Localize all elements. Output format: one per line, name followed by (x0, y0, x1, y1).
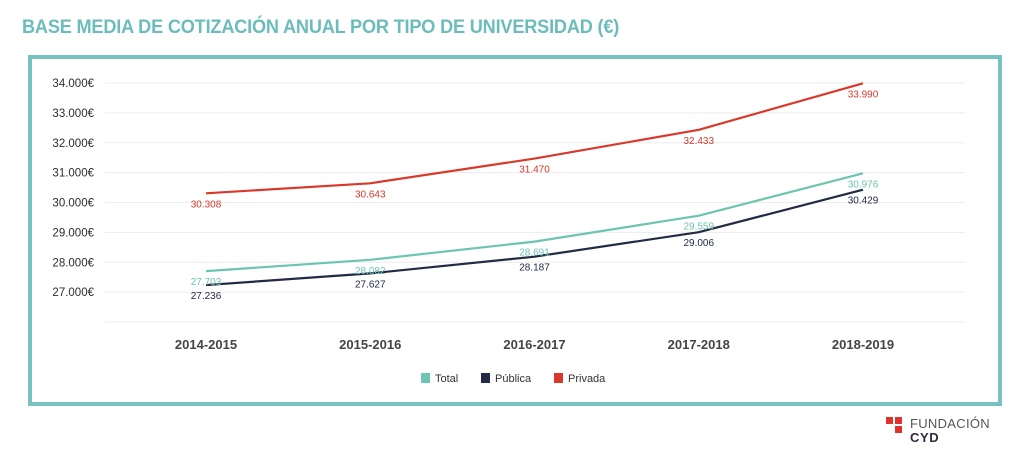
page-title: BASE MEDIA DE COTIZACIÓN ANUAL POR TIPO … (22, 16, 620, 38)
y-tick-label: 32.000€ (52, 138, 94, 150)
data-label: 30.429 (848, 196, 879, 207)
series-lines (205, 82, 864, 287)
y-tick-label: 27.000€ (52, 287, 94, 299)
legend-swatch-privada (554, 373, 563, 383)
y-tick-label: 29.000€ (52, 227, 94, 239)
series-line-total (205, 172, 864, 273)
x-axis-ticks: 2014-2015 2015-2016 2016-2017 2017-2018 2018… (175, 337, 894, 352)
legend-label: Privada (568, 373, 606, 385)
data-label: 32.433 (683, 136, 714, 147)
legend-swatch-pública (481, 373, 490, 383)
x-tick-label: 2017-2018 (668, 337, 730, 352)
legend: Total Pública Privada (421, 373, 606, 385)
legend-label: Total (435, 373, 458, 385)
logo-text-fundacion: FUNDACIÓN (910, 416, 990, 431)
data-label: 33.990 (848, 89, 879, 100)
data-label: 30.308 (191, 199, 222, 210)
data-label: 28.691 (519, 248, 550, 259)
data-label: 28.187 (519, 263, 550, 274)
data-label: 28.082 (355, 266, 386, 277)
data-label: 27.703 (191, 277, 222, 288)
x-tick-label: 2014-2015 (175, 337, 237, 352)
y-tick-label: 31.000€ (52, 168, 94, 180)
y-axis-ticks: 27.000€ 28.000€ 29.000€ 30.000€ 31.000€ 32.00… (52, 78, 94, 299)
data-label: 27.236 (191, 291, 222, 302)
chart-frame (28, 55, 1002, 406)
x-tick-label: 2018-2019 (832, 337, 894, 352)
data-label: 30.643 (355, 189, 386, 200)
x-tick-label: 2016-2017 (503, 337, 565, 352)
x-tick-label: 2015-2016 (339, 337, 401, 352)
data-label: 29.006 (683, 238, 714, 249)
y-tick-label: 33.000€ (52, 108, 94, 120)
y-tick-label: 34.000€ (52, 78, 94, 90)
y-tick-label: 28.000€ (52, 257, 94, 269)
gridlines (105, 82, 965, 323)
legend-label: Pública (495, 373, 532, 385)
series-line-privada (205, 82, 864, 195)
data-label: 31.470 (519, 165, 550, 176)
data-labels: 27.703 28.082 28.691 29.559 30.976 27.236 27.6… (191, 89, 879, 302)
y-tick-label: 30.000€ (52, 198, 94, 210)
data-label: 30.976 (848, 179, 879, 190)
data-label: 29.559 (683, 222, 714, 233)
data-label: 27.627 (355, 279, 386, 290)
series-line-pública (205, 188, 864, 287)
legend-swatch-total (421, 373, 430, 383)
logo-text-cyd: CYD (910, 430, 940, 445)
